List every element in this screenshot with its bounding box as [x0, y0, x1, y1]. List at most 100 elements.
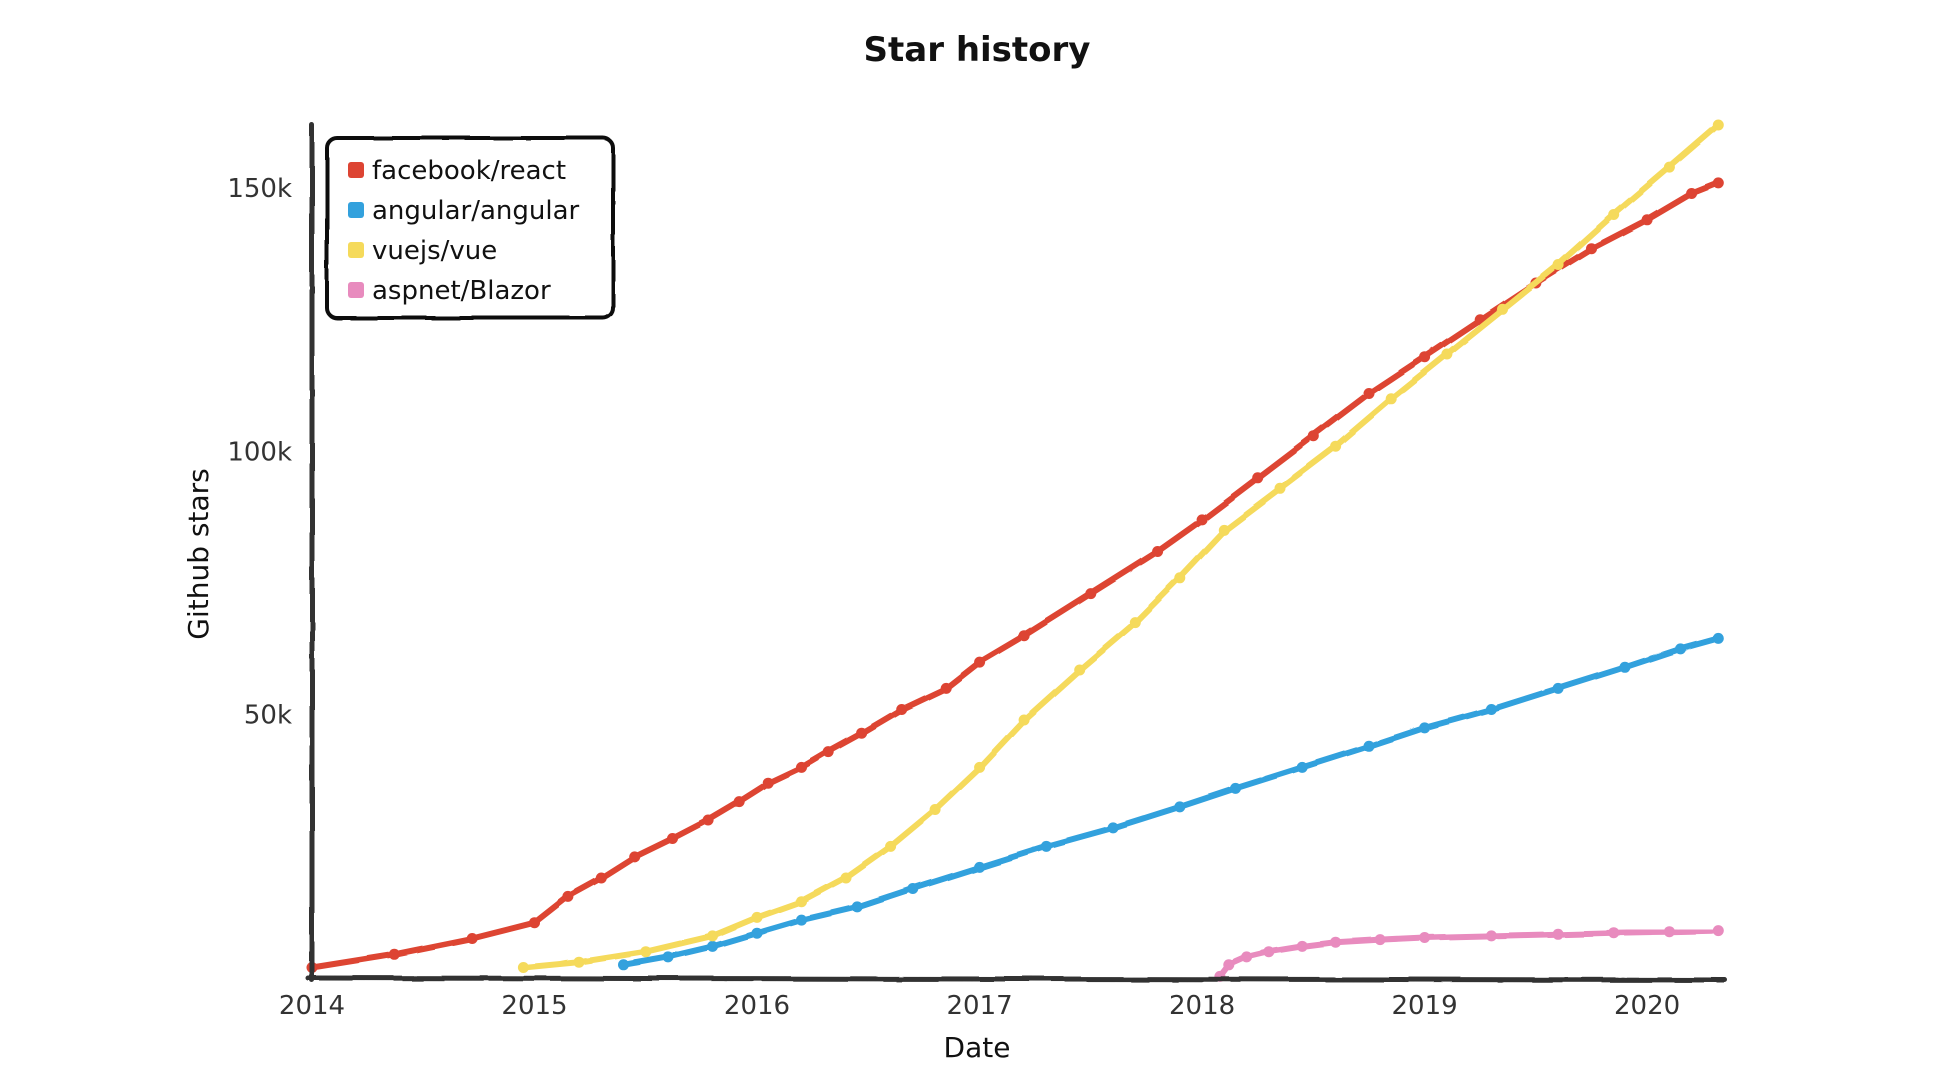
legend-item-angular-angular: angular/angular — [348, 196, 580, 226]
data-point-angular-angular — [796, 914, 807, 926]
data-point-facebook-react — [1712, 177, 1724, 189]
data-point-vuejs-vue — [1074, 664, 1086, 676]
data-point-angular-angular — [974, 861, 986, 873]
data-point-angular-angular — [1419, 722, 1431, 734]
data-point-facebook-react — [1307, 430, 1319, 442]
legend-label: aspnet/Blazor — [372, 276, 551, 306]
data-point-angular-angular — [751, 927, 763, 939]
data-point-aspnet-blazor — [1485, 930, 1497, 942]
axes-layer — [305, 122, 1728, 983]
data-point-angular-angular — [1552, 682, 1564, 694]
data-point-angular-angular — [1712, 632, 1724, 644]
legend-swatch — [348, 242, 364, 258]
x-tick-label: 2017 — [947, 991, 1013, 1021]
y-tick-labels: 50k 100k 150k — [227, 174, 292, 731]
data-point-vuejs-vue — [840, 872, 852, 884]
data-point-vuejs-vue — [751, 911, 763, 923]
x-tick-label: 2016 — [724, 991, 790, 1021]
data-point-vuejs-vue — [573, 956, 585, 968]
legend-box — [325, 136, 615, 320]
data-point-facebook-react — [667, 833, 678, 844]
series-vuejs-vue — [517, 119, 1724, 973]
data-point-vuejs-vue — [1274, 482, 1286, 494]
data-point-facebook-react — [702, 814, 714, 826]
data-point-aspnet-blazor — [1374, 934, 1386, 946]
data-point-aspnet-blazor — [1263, 946, 1275, 958]
x-tick-label: 2015 — [501, 991, 567, 1021]
data-point-angular-angular — [1619, 661, 1631, 673]
data-point-aspnet-blazor — [1419, 932, 1431, 943]
data-point-facebook-react — [1152, 546, 1164, 557]
data-point-vuejs-vue — [707, 930, 718, 942]
x-tick-label: 2019 — [1392, 991, 1458, 1021]
data-point-vuejs-vue — [1330, 440, 1342, 452]
data-point-angular-angular — [707, 940, 718, 952]
data-point-facebook-react — [388, 948, 400, 960]
data-point-facebook-react — [974, 656, 986, 668]
data-point-vuejs-vue — [1018, 714, 1030, 726]
data-point-facebook-react — [466, 933, 478, 944]
data-point-facebook-react — [1252, 472, 1264, 484]
data-point-facebook-react — [1419, 351, 1431, 363]
data-point-aspnet-blazor — [1330, 936, 1342, 948]
data-point-aspnet-blazor — [1663, 926, 1675, 938]
legend-swatch — [348, 162, 364, 178]
data-point-vuejs-vue — [885, 840, 897, 852]
data-point-facebook-react — [1686, 188, 1698, 199]
x-tick-label: 2020 — [1614, 991, 1680, 1021]
data-point-angular-angular — [1363, 740, 1375, 752]
data-point-aspnet-blazor — [1241, 951, 1253, 963]
series-facebook-react — [306, 177, 1724, 973]
data-point-angular-angular — [1040, 840, 1052, 852]
data-point-facebook-react — [562, 890, 574, 902]
legend-label: vuejs/vue — [372, 236, 497, 266]
data-point-facebook-react — [595, 872, 607, 884]
legend-item-facebook-react: facebook/react — [348, 156, 566, 186]
data-point-angular-angular — [618, 959, 629, 971]
data-point-angular-angular — [1485, 704, 1497, 715]
data-point-facebook-react — [1586, 243, 1597, 255]
data-point-facebook-react — [629, 851, 641, 863]
data-point-angular-angular — [1230, 782, 1241, 794]
x-axis-line — [305, 975, 1728, 983]
data-point-vuejs-vue — [1174, 572, 1186, 584]
data-point-vuejs-vue — [1497, 303, 1508, 315]
data-point-aspnet-blazor — [1223, 959, 1235, 971]
data-point-facebook-react — [1196, 514, 1208, 526]
series-layer — [306, 119, 1724, 982]
data-point-vuejs-vue — [974, 761, 986, 773]
data-point-facebook-react — [529, 917, 540, 929]
y-tick-label: 100k — [227, 438, 292, 468]
series-line-angular-angular — [620, 635, 1722, 968]
data-point-angular-angular — [1296, 761, 1308, 773]
data-point-aspnet-blazor — [1608, 927, 1620, 939]
x-tick-labels: 2014 2015 2016 2017 2018 2019 2020 — [279, 991, 1680, 1021]
data-point-aspnet-blazor — [1712, 925, 1724, 937]
data-point-facebook-react — [1363, 388, 1375, 399]
data-point-vuejs-vue — [1552, 259, 1564, 270]
series-aspnet-blazor — [1214, 925, 1724, 982]
legend-item-aspnet-blazor: aspnet/Blazor — [348, 276, 551, 306]
data-point-facebook-react — [1018, 630, 1030, 642]
data-point-facebook-react — [762, 777, 774, 789]
legend-swatch — [348, 202, 364, 218]
chart-title: Star history — [864, 30, 1091, 70]
data-point-angular-angular — [1107, 822, 1119, 834]
data-point-facebook-react — [796, 761, 807, 773]
data-point-facebook-react — [822, 746, 834, 758]
data-point-vuejs-vue — [1385, 393, 1397, 405]
y-axis-label: Github stars — [182, 468, 215, 639]
data-point-vuejs-vue — [1663, 161, 1675, 173]
data-point-facebook-react — [733, 796, 745, 808]
legend: facebook/react angular/angular vuejs/vue as… — [325, 136, 615, 320]
data-point-facebook-react — [940, 682, 952, 694]
data-point-vuejs-vue — [929, 804, 941, 815]
legend-label: facebook/react — [372, 156, 566, 186]
legend-item-vuejs-vue: vuejs/vue — [348, 236, 497, 266]
legend-label: angular/angular — [372, 196, 580, 226]
data-point-aspnet-blazor — [1552, 928, 1564, 940]
x-tick-label: 2014 — [279, 991, 345, 1021]
data-point-facebook-react — [1641, 214, 1653, 226]
data-point-vuejs-vue — [1712, 119, 1724, 131]
data-point-vuejs-vue — [796, 896, 807, 908]
